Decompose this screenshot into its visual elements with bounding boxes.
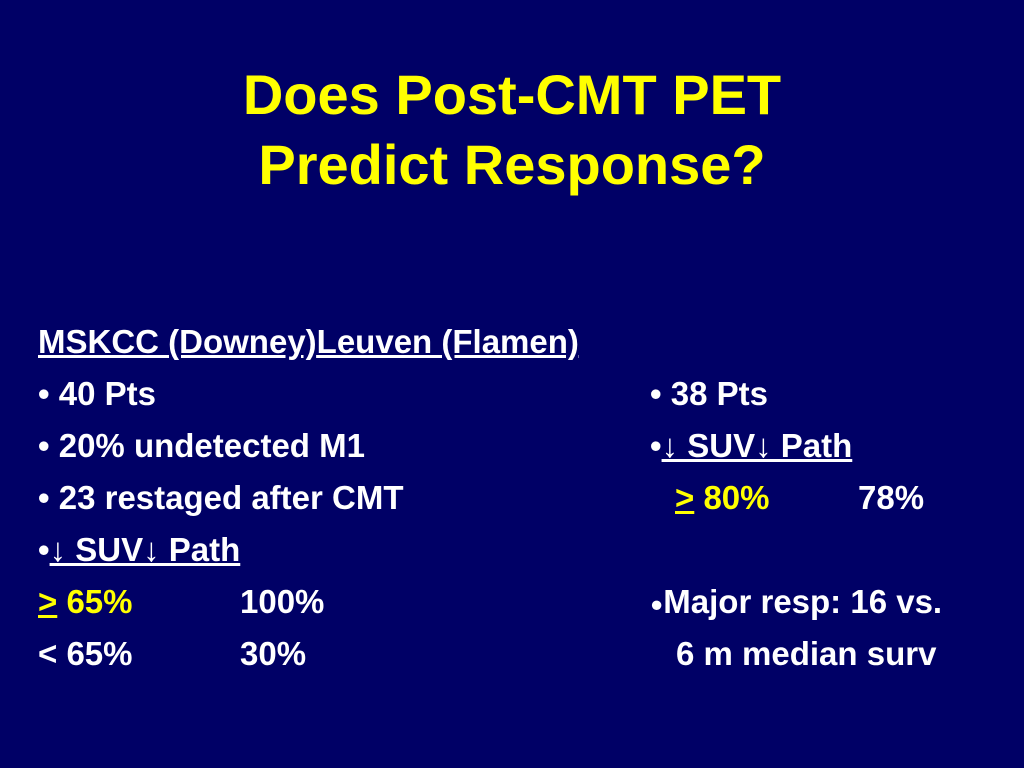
right-resp-bullet: ●	[650, 591, 664, 617]
left-restaged: • 23 restaged after CMT	[38, 479, 404, 516]
left-row1-path: 100%	[240, 583, 325, 620]
left-row2-value: < 65%	[38, 635, 133, 672]
right-row-high: > 80%	[675, 478, 770, 518]
right-median-surv: 6 m median surv	[676, 635, 937, 672]
column-headings: MSKCC (Downey)Leuven (Flamen)	[38, 322, 579, 362]
right-pts: • 38 Pts	[650, 375, 768, 412]
title-line-2: Predict Response?	[258, 133, 766, 196]
left-undetected: • 20% undetected M1	[38, 427, 365, 464]
left-row1-value: 65%	[57, 583, 133, 620]
right-row1-symbol: >	[675, 479, 695, 516]
right-heading: Leuven (Flamen)	[316, 323, 579, 360]
right-row1-path: 78%	[858, 479, 925, 516]
slide-title: Does Post-CMT PET Predict Response?	[0, 60, 1024, 200]
left-row1-symbol: >	[38, 583, 58, 620]
left-heading: MSKCC (Downey)	[38, 323, 317, 360]
left-row2-path: 30%	[240, 635, 307, 672]
right-suv-path: •↓ SUV↓ Path	[650, 426, 852, 466]
title-line-1: Does Post-CMT PET	[242, 63, 782, 126]
left-pts: • 40 Pts	[38, 375, 156, 412]
left-row-high: > 65%	[38, 582, 133, 622]
left-suv-text: ↓ SUV↓ Path	[49, 531, 241, 568]
right-major-resp: ●Major resp: 16 vs.	[650, 582, 942, 624]
right-row1-value: 80%	[694, 479, 770, 516]
right-suv-bullet: •	[650, 427, 662, 464]
left-suv-bullet: •	[38, 531, 50, 568]
right-resp-text: Major resp: 16 vs.	[663, 583, 943, 620]
left-suv-path: •↓ SUV↓ Path	[38, 530, 240, 570]
right-suv-text: ↓ SUV↓ Path	[661, 427, 853, 464]
